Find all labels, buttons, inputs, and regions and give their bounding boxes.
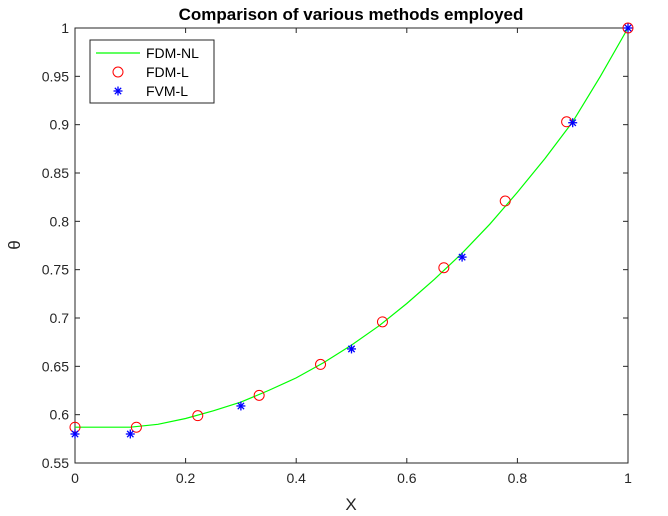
legend: FDM-NL FDM-L FVM-L — [89, 39, 215, 104]
legend-swatch-circle — [112, 66, 124, 78]
data-point-fvm-l — [70, 429, 80, 439]
y-tick-label: 1 — [61, 20, 69, 36]
x-tick-label: 0.4 — [286, 470, 306, 486]
x-tick-label: 0.8 — [508, 470, 528, 486]
data-point-fdm-l — [315, 358, 327, 370]
x-tick-label: 1 — [624, 470, 632, 486]
legend-label: FDM-NL — [146, 45, 199, 61]
data-point-fvm-l — [347, 344, 356, 354]
data-point-fdm-l — [499, 195, 511, 207]
data-point-fdm-l — [376, 316, 388, 328]
y-tick-label: 0.8 — [50, 213, 70, 229]
data-point-fdm-l — [192, 410, 204, 422]
series-layer — [69, 22, 634, 439]
data-point-fvm-l — [457, 252, 467, 262]
x-tick-label: 0.6 — [397, 470, 417, 486]
axis-ticks: 0 0.2 0.4 0.6 0.8 1 0.55 0.6 0.65 0.7 0.75 0.8 0.85 0… — [42, 20, 632, 486]
y-tick-label: 0.7 — [50, 310, 70, 326]
data-point-fdm-l — [438, 262, 450, 274]
y-tick-label: 0.85 — [42, 165, 69, 181]
x-tick-label: 0 — [71, 470, 79, 486]
data-point-fvm-l — [623, 23, 633, 33]
data-point-fdm-l — [253, 389, 265, 401]
x-tick-label: 0.2 — [176, 470, 196, 486]
x-axis-label: X — [345, 495, 356, 514]
y-tick-label: 0.95 — [42, 68, 69, 84]
y-axis-label: θ — [5, 240, 24, 249]
y-tick-label: 0.65 — [42, 358, 69, 374]
legend-label: FVM-L — [146, 83, 188, 99]
data-point-fdm-l — [622, 22, 634, 34]
chart-title: Comparison of various methods employed — [179, 5, 524, 24]
data-point-fvm-l — [568, 118, 578, 128]
legend-swatch-star — [113, 86, 123, 96]
y-tick-label: 0.6 — [50, 407, 70, 423]
legend-box — [89, 39, 215, 104]
legend-label: FDM-L — [146, 64, 189, 80]
y-tick-label: 0.75 — [42, 262, 69, 278]
data-point-fvm-l — [236, 401, 246, 411]
y-tick-label: 0.55 — [42, 455, 69, 471]
data-point-fvm-l — [125, 429, 135, 439]
data-point-fdm-l — [130, 421, 142, 433]
y-tick-label: 0.9 — [50, 117, 70, 133]
